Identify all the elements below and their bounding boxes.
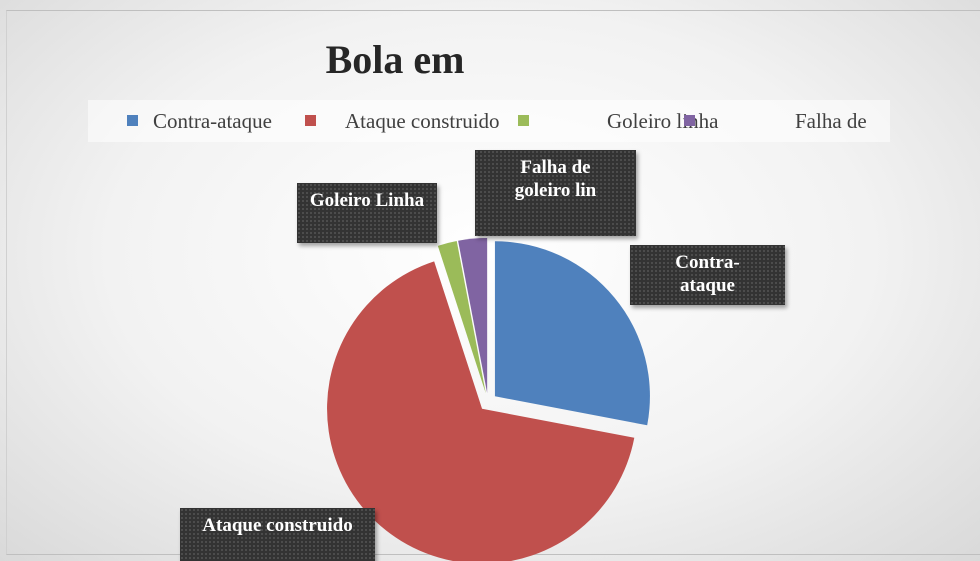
- pie-slice: [494, 241, 650, 426]
- legend: Contra-ataque Ataque construido Goleiro li…: [88, 100, 890, 142]
- legend-label: Contra-ataque: [153, 109, 272, 133]
- legend-label: Ataque construido: [345, 109, 500, 133]
- data-label: Falha de goleiro lin: [475, 150, 636, 236]
- data-label: Goleiro Linha: [297, 183, 437, 243]
- data-label: Contra-ataque: [630, 245, 785, 305]
- data-label: Ataque construido: [180, 508, 375, 561]
- legend-marker: [684, 115, 695, 126]
- legend-label: Goleiro linha: [607, 109, 719, 133]
- legend-label: Falha de: [795, 109, 867, 133]
- pie-slice: [327, 261, 635, 561]
- pie-slice: [458, 238, 488, 394]
- chart-title: Bola em: [325, 37, 465, 82]
- legend-marker: [127, 115, 138, 126]
- legend-marker: [518, 115, 529, 126]
- pie-slice: [437, 241, 486, 394]
- legend-marker: [305, 115, 316, 126]
